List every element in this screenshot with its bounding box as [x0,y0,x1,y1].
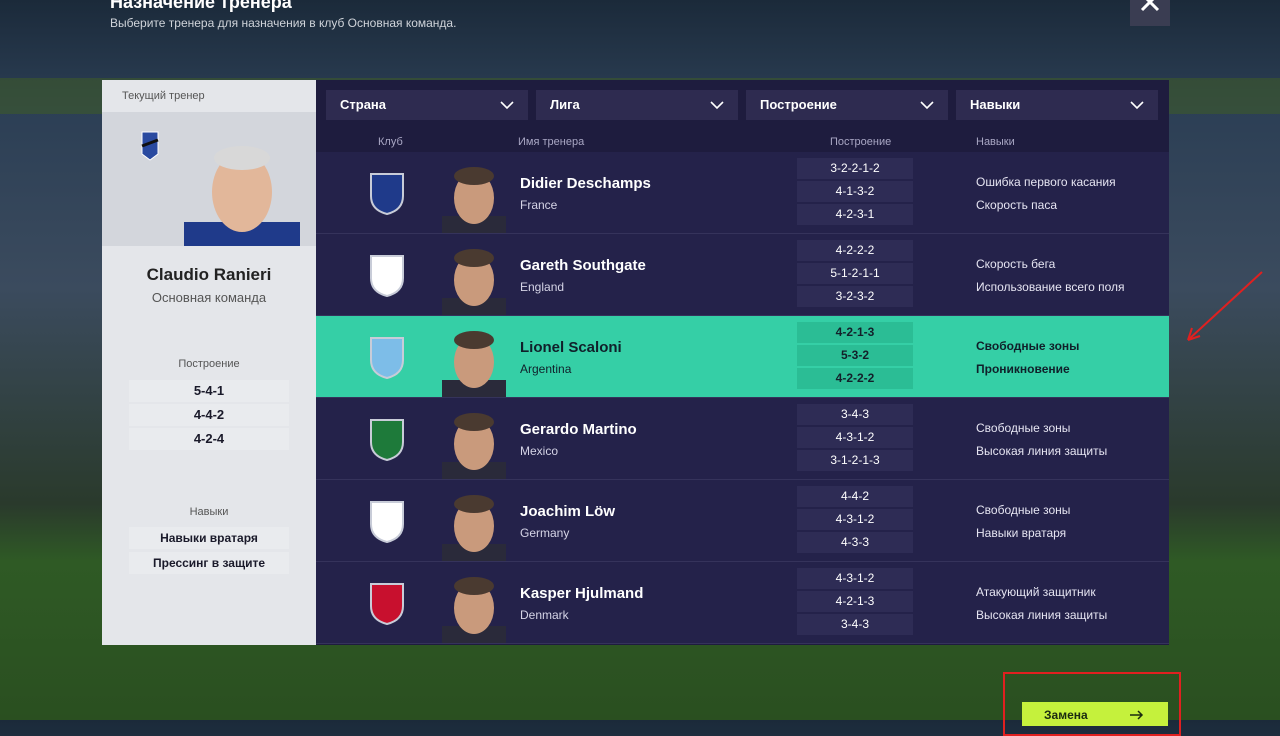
coach-country: France [520,198,558,212]
coach-skill: Высокая линия защиты [976,608,1108,622]
coach-skill: Свободные зоны [976,503,1071,517]
column-header: Навыки [976,136,1015,148]
club-badge [370,583,404,626]
coach-photo [442,167,506,233]
formation-tag: 4-2-2-2 [797,368,913,389]
filter-label: Страна [340,97,387,112]
coach-country: England [520,280,565,294]
coach-skill: Свободные зоны [976,339,1080,353]
filter-label: Лига [550,97,580,112]
subtitle: Выберите тренера для назначения в клуб О… [110,16,457,30]
coach-skill: Использование всего поля [976,280,1125,294]
coach-name: Didier Deschamps [520,175,651,192]
club-badge [370,419,404,462]
formation-label: Построение [178,358,240,370]
coach-photo [442,413,506,479]
formation-box: 4-4-2 [129,404,289,426]
formation-tag: 3-1-2-1-3 [797,450,913,471]
coach-country: Argentina [520,362,572,376]
current-coach-team: Основная команда [151,290,267,305]
replace-button[interactable]: Замена [1022,702,1168,726]
coach-skill: Высокая линия защиты [976,444,1108,458]
coach-row[interactable]: Joachim Löw Germany 4-4-2 4-3-1-2 4-3-3 Свобо… [316,480,1169,562]
coach-name: Kasper Hjulmand [520,585,644,602]
chevron [920,101,934,110]
coach-row[interactable]: Gerardo Martino Mexico 3-4-3 4-3-1-2 3-1-2-1… [316,398,1169,480]
filter-label: Навыки [970,97,1021,112]
formation-tag: 4-2-2-2 [797,240,913,261]
coach-skill: Ошибка первого касания [976,175,1116,189]
coach-country: Mexico [520,444,559,458]
button-label: Замена [1044,708,1088,722]
close-button[interactable] [1130,0,1170,30]
arrow-icon [1130,710,1144,720]
filter-dropdown[interactable]: Страна [326,90,528,120]
coach-name: Gerardo Martino [520,421,637,438]
current-coach-label: Текущий тренер [122,90,205,102]
column-header: Клуб [378,136,403,148]
coach-photo [442,331,506,397]
coach-skill: Навыки вратаря [976,526,1067,540]
chevron [710,101,724,110]
formation-tag: 5-3-2 [797,345,913,366]
chevron [500,101,514,110]
coach-photo [442,249,506,315]
skill-box: Навыки вратаря [129,527,289,549]
filter-dropdown[interactable]: Построение [746,90,948,120]
current-coach-name: Claudio Ranieri [146,265,272,284]
coach-name: Gareth Southgate [520,257,646,274]
formation-tag: 3-2-3-2 [797,286,913,307]
formation-tag: 4-3-1-2 [797,427,913,448]
coach-row[interactable]: Didier Deschamps France 3-2-2-1-2 4-1-3-2 4-… [316,152,1169,234]
annotation-arrow [1187,271,1263,341]
coach-portrait [102,112,316,246]
column-header: Построение [830,136,892,148]
formation-tag: 4-4-2 [797,486,913,507]
formation-box: 4-2-4 [129,428,289,450]
coach-row[interactable]: Gareth Southgate England 4-2-2-2 5-1-2-1-1 3… [316,234,1169,316]
coach-country: Denmark [520,608,569,622]
club-badge [370,337,404,380]
chevron [1130,101,1144,110]
skill-box: Прессинг в защите [129,552,289,574]
filter-dropdown[interactable]: Навыки [956,90,1158,120]
filter-label: Построение [760,97,837,112]
club-badge [370,501,404,544]
title: Назначение тренера [110,0,292,12]
formation-tag: 4-3-3 [797,532,913,553]
coach-skill: Атакующий защитник [976,585,1096,599]
formation-tag: 4-2-1-3 [797,591,913,612]
coach-photo [442,495,506,561]
formation-tag: 3-4-3 [797,614,913,635]
coach-row[interactable]: Lionel Scaloni Argentina 4-2-1-3 5-3-2 4-2-2… [316,316,1169,398]
formation-tag: 4-2-3-1 [797,204,913,225]
filter-dropdown[interactable]: Лига [536,90,738,120]
coach-skill: Проникновение [976,362,1070,376]
current-coach-panel: Текущий тренер Claudio Ranieri Основная … [102,80,316,645]
formation-tag: 5-1-2-1-1 [797,263,913,284]
formation-tag: 4-3-1-2 [797,509,913,530]
coach-name: Lionel Scaloni [520,339,622,356]
formation-tag: 3-4-3 [797,404,913,425]
formation-tag: 3-2-2-1-2 [797,158,913,179]
club-badge [370,255,404,298]
coach-row[interactable]: Kasper Hjulmand Denmark 4-3-1-2 4-2-1-3 3-4-… [316,562,1169,644]
coach-skill: Скорость паса [976,198,1057,212]
formation-box: 5-4-1 [129,380,289,402]
coach-skill: Скорость бега [976,257,1056,271]
column-header: Имя тренера [518,136,585,148]
club-badge [370,173,404,216]
coach-name: Joachim Löw [520,503,616,520]
coach-photo [442,577,506,643]
skills-label: Навыки [189,506,229,518]
coach-skill: Свободные зоны [976,421,1071,435]
formation-tag: 4-1-3-2 [797,181,913,202]
formation-tag: 4-3-1-2 [797,568,913,589]
coach-country: Germany [520,526,570,540]
formation-tag: 4-2-1-3 [797,322,913,343]
